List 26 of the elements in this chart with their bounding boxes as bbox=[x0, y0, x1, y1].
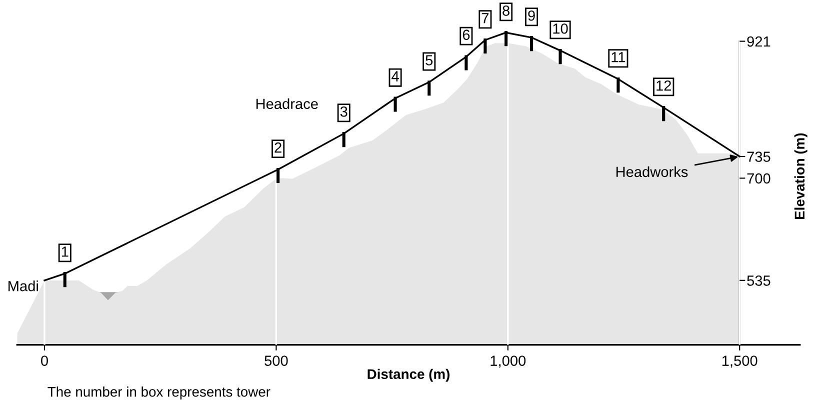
x-tick-label: 1,000 bbox=[490, 356, 526, 368]
annotation: 3 bbox=[340, 106, 348, 117]
y-tick-label: 735 bbox=[747, 152, 770, 162]
y-tick-label: 921 bbox=[747, 36, 770, 47]
y-tick-label: 700 bbox=[747, 173, 770, 184]
annotation: Madi bbox=[8, 280, 38, 292]
annotation: 7 bbox=[482, 13, 489, 24]
annotation: Headrace bbox=[256, 98, 318, 110]
annotation: 9 bbox=[528, 10, 535, 21]
annotation: 11 bbox=[612, 52, 626, 62]
x-tick-label: 0 bbox=[41, 356, 48, 366]
annotation: 5 bbox=[426, 55, 433, 66]
x-tick-label: 500 bbox=[264, 356, 288, 366]
annotation: 6 bbox=[462, 30, 470, 40]
annotation: 8 bbox=[502, 5, 510, 16]
annotation: 4 bbox=[392, 71, 399, 82]
annotation: 10 bbox=[553, 23, 568, 34]
y-axis-title: Elevation (m) bbox=[794, 133, 808, 219]
x-tick-label: 1,500 bbox=[722, 356, 758, 368]
annotation: 1 bbox=[62, 246, 68, 257]
annotation: 12 bbox=[656, 80, 671, 91]
y-tick-label: 535 bbox=[747, 276, 770, 286]
x-axis-title: Distance (m) bbox=[368, 368, 450, 382]
text: The number in box represents tower bbox=[48, 386, 270, 400]
annotation: 2 bbox=[274, 142, 282, 153]
annotation: Headworks bbox=[616, 166, 688, 178]
